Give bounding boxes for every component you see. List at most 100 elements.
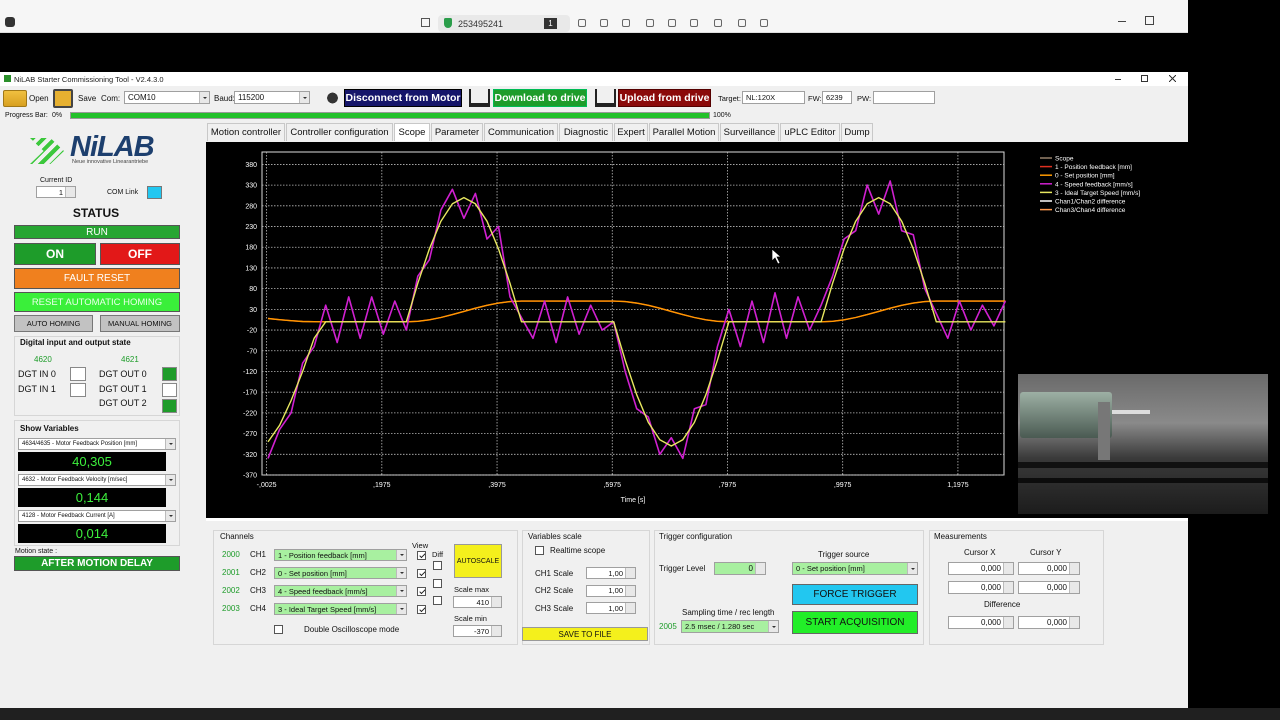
channel-source-select[interactable]: 0 - Set position [mm] [274, 567, 407, 579]
open-icon[interactable] [3, 90, 27, 107]
status-title: STATUS [72, 206, 120, 220]
difference-field[interactable]: 0,000 [1018, 616, 1080, 629]
auto-homing-button[interactable]: AUTO HOMING [14, 315, 93, 332]
win-min[interactable] [1115, 79, 1121, 80]
download-icon[interactable] [469, 89, 490, 107]
variable-select[interactable]: 4634/4635 - Motor Feedback Position [mm] [18, 438, 176, 450]
browser-tool-icon[interactable] [738, 19, 746, 27]
tab[interactable]: Parameter [431, 123, 483, 141]
view-checkbox[interactable] [417, 605, 426, 614]
target-field[interactable]: NL:120X [742, 91, 805, 104]
difference-field[interactable]: 0,000 [948, 616, 1014, 629]
win-close[interactable] [1169, 75, 1176, 82]
view-checkbox[interactable] [417, 587, 426, 596]
cursor-field[interactable]: 0,000 [948, 562, 1014, 575]
upload-button[interactable]: Upload from drive [618, 89, 711, 107]
channel-source-select[interactable]: 1 - Position feedback [mm] [274, 549, 407, 561]
variable-value: 0,144 [18, 488, 166, 507]
sampling-select[interactable]: 2.5 msec / 1.280 sec [681, 620, 779, 633]
double-mode-checkbox[interactable] [274, 625, 283, 634]
fault-reset-button[interactable]: FAULT RESET [14, 268, 180, 289]
scale-max-field[interactable]: 410 [453, 596, 502, 608]
disconnect-button[interactable]: Disconnect from Motor [344, 89, 462, 107]
trigger-source-select[interactable]: 0 - Set position [mm] [792, 562, 918, 575]
browser-tool-icon[interactable] [646, 19, 654, 27]
manual-homing-button[interactable]: MANUAL HOMING [100, 315, 180, 332]
close-btn[interactable] [1172, 15, 1182, 25]
diff-checkbox[interactable] [433, 596, 442, 605]
tab[interactable]: Dump [841, 123, 873, 141]
minimize-btn[interactable] [1118, 21, 1126, 22]
channel-scale-field[interactable]: 1,00 [586, 602, 636, 614]
disconnect-icon[interactable] [323, 89, 342, 107]
realtime-checkbox[interactable] [535, 546, 544, 555]
baud-label: Baud: [214, 93, 235, 103]
save-to-file-button[interactable]: SAVE TO FILE [522, 627, 648, 641]
autoscale-button[interactable]: AUTOSCALE [454, 544, 502, 578]
diff-checkbox[interactable] [433, 561, 442, 570]
browser-tool-icon[interactable] [714, 19, 722, 27]
channels-title: Channels [220, 531, 254, 541]
save-icon[interactable] [53, 89, 73, 108]
diff-checkbox[interactable] [433, 579, 442, 588]
trigger-level-field[interactable]: 0 [714, 562, 766, 575]
tab[interactable]: Expert [614, 123, 648, 141]
browser-tool-icon[interactable] [578, 19, 586, 27]
save-label[interactable]: Save [78, 93, 97, 103]
view-checkbox[interactable] [417, 551, 426, 560]
variable-select[interactable]: 4128 - Motor Feedback Current [A] [18, 510, 176, 522]
cursor-field[interactable]: 0,000 [1018, 562, 1080, 575]
tab[interactable]: Communication [484, 123, 558, 141]
tab[interactable]: Scope [394, 123, 430, 141]
y-tick-label: -270 [243, 431, 257, 438]
cursor-field[interactable]: 0,000 [948, 581, 1014, 594]
tab[interactable]: uPLC Editor [780, 123, 840, 141]
off-button[interactable]: OFF [100, 243, 180, 265]
tab[interactable]: Parallel Motion [649, 123, 719, 141]
force-trigger-button[interactable]: FORCE TRIGGER [792, 584, 918, 605]
y-tick-label: -170 [243, 390, 257, 397]
tab[interactable]: Motion controller [207, 123, 285, 141]
channel-address: 2001 [222, 568, 240, 577]
channel-scale-field[interactable]: 1,00 [586, 567, 636, 579]
browser-tool-icon[interactable] [668, 19, 676, 27]
reset-homing-button[interactable]: RESET AUTOMATIC HOMING [14, 292, 180, 312]
channel-source-select[interactable]: 3 - Ideal Target Speed [mm/s] [274, 603, 407, 615]
on-button[interactable]: ON [14, 243, 96, 265]
variable-select[interactable]: 4632 - Motor Feedback Velocity [m/sec] [18, 474, 176, 486]
channel-source-select[interactable]: 4 - Speed feedback [mm/s] [274, 585, 407, 597]
channel-scale-field[interactable]: 1,00 [586, 584, 636, 597]
channel-address: 2000 [222, 550, 240, 559]
browser-tool-icon[interactable] [760, 19, 768, 27]
maximize-btn[interactable] [1145, 16, 1154, 25]
pw-field[interactable] [873, 91, 935, 104]
variable-value: 40,305 [18, 452, 166, 471]
tab[interactable]: Diagnostic [559, 123, 613, 141]
com-select[interactable]: COM10 [124, 91, 210, 104]
open-label[interactable]: Open [29, 93, 49, 103]
motion-state-value: AFTER MOTION DELAY [14, 556, 180, 571]
view-checkbox[interactable] [417, 569, 426, 578]
baud-select[interactable]: 115200 [234, 91, 310, 104]
channel-label: CH2 [250, 568, 267, 577]
cursor-field[interactable]: 0,000 [1018, 581, 1080, 594]
x-tick-label: ,7975 [719, 482, 737, 489]
x-tick-label: ,1975 [373, 482, 391, 489]
measurements-title: Measurements [934, 531, 987, 541]
win-max[interactable] [1141, 75, 1148, 82]
tab[interactable]: Controller configuration [286, 123, 393, 141]
browser-tool-icon[interactable] [690, 19, 698, 27]
app-title-bar [0, 72, 1188, 86]
browser-tool-icon[interactable] [622, 19, 630, 27]
current-id-field[interactable]: 1 [36, 186, 76, 198]
trigger-title: Trigger configuration [659, 531, 733, 541]
download-button[interactable]: Download to drive [493, 89, 587, 107]
browser-tool-icon[interactable] [600, 19, 608, 27]
start-acquisition-button[interactable]: START ACQUISITION [792, 611, 918, 634]
scale-min-field[interactable]: -370 [453, 625, 502, 637]
fw-field[interactable]: 6239 [822, 91, 852, 104]
y-tick-label: 80 [249, 286, 257, 293]
upload-icon[interactable] [595, 89, 616, 107]
fullscreen-icon[interactable] [421, 18, 430, 27]
tab[interactable]: Surveillance [720, 123, 779, 141]
